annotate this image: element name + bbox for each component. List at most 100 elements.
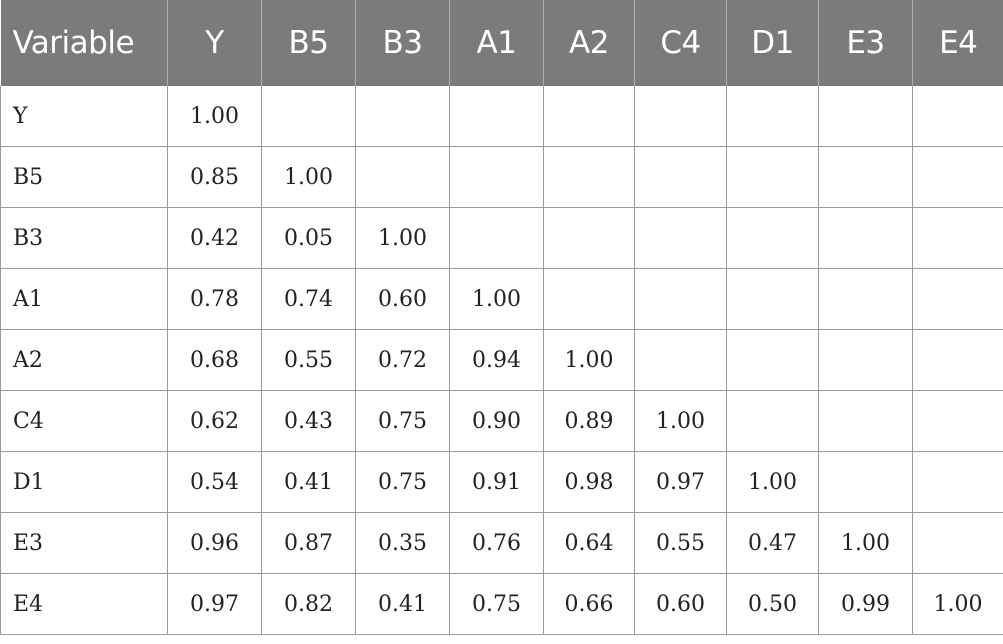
value-cell [818,268,913,330]
value-cell [726,390,819,452]
value-cell [818,207,913,269]
value-cell: 0.85 [167,146,262,208]
table-row: B3 0.42 0.05 1.00 [0,207,1003,269]
value-cell [912,451,1003,513]
value-cell: 0.96 [167,512,262,574]
row-label-cell: E3 [0,512,168,574]
value-cell [818,390,913,452]
value-cell [543,268,635,330]
value-cell: 0.97 [634,451,727,513]
value-cell [634,146,727,208]
value-cell: 0.62 [167,390,262,452]
table-header: Variable Y B5 B3 A1 A2 C4 D1 E3 E4 [0,0,1003,86]
value-cell [449,146,544,208]
value-cell: 0.55 [261,329,356,391]
header-cell: B3 [355,0,450,86]
value-cell: 1.00 [912,573,1003,635]
value-cell [634,207,727,269]
value-cell: 0.05 [261,207,356,269]
table-row: B5 0.85 1.00 [0,146,1003,208]
header-cell: B5 [261,0,356,86]
value-cell: 0.75 [449,573,544,635]
value-cell: 1.00 [167,86,262,147]
value-cell: 0.55 [634,512,727,574]
row-label-cell: D1 [0,451,168,513]
value-cell [449,207,544,269]
value-cell: 0.68 [167,329,262,391]
value-cell [634,86,727,147]
value-cell: 0.78 [167,268,262,330]
value-cell [912,512,1003,574]
value-cell: 1.00 [543,329,635,391]
row-label-cell: C4 [0,390,168,452]
value-cell: 0.87 [261,512,356,574]
value-cell: 0.47 [726,512,819,574]
table-row: A2 0.68 0.55 0.72 0.94 1.00 [0,329,1003,391]
value-cell: 0.66 [543,573,635,635]
value-cell [912,268,1003,330]
value-cell: 0.72 [355,329,450,391]
header-cell: C4 [634,0,727,86]
value-cell: 0.60 [355,268,450,330]
table-row: E4 0.97 0.82 0.41 0.75 0.66 0.60 0.50 0.99 1.00 [0,573,1003,635]
value-cell [912,207,1003,269]
value-cell: 0.89 [543,390,635,452]
row-label-cell: E4 [0,573,168,635]
value-cell: 1.00 [818,512,913,574]
value-cell [634,268,727,330]
value-cell: 0.54 [167,451,262,513]
value-cell [261,86,356,147]
value-cell [726,329,819,391]
value-cell: 0.60 [634,573,727,635]
value-cell: 0.98 [543,451,635,513]
value-cell: 1.00 [726,451,819,513]
value-cell: 0.35 [355,512,450,574]
value-cell: 0.97 [167,573,262,635]
value-cell [818,329,913,391]
value-cell: 1.00 [355,207,450,269]
value-cell [355,86,450,147]
header-cell: D1 [726,0,819,86]
value-cell [818,451,913,513]
value-cell: 0.41 [355,573,450,635]
row-label-cell: B5 [0,146,168,208]
value-cell: 0.75 [355,390,450,452]
header-cell: A1 [449,0,544,86]
value-cell [449,86,544,147]
value-cell: 0.43 [261,390,356,452]
value-cell: 0.42 [167,207,262,269]
value-cell [726,268,819,330]
value-cell: 0.90 [449,390,544,452]
value-cell: 0.50 [726,573,819,635]
row-label-cell: A1 [0,268,168,330]
value-cell [818,86,913,147]
value-cell [726,207,819,269]
value-cell: 0.91 [449,451,544,513]
table-row: Y 1.00 [0,86,1003,147]
value-cell: 0.94 [449,329,544,391]
value-cell: 0.74 [261,268,356,330]
table-row: E3 0.96 0.87 0.35 0.76 0.64 0.55 0.47 1.00 [0,512,1003,574]
value-cell [912,86,1003,147]
value-cell: 0.64 [543,512,635,574]
value-cell: 1.00 [449,268,544,330]
header-row: Variable Y B5 B3 A1 A2 C4 D1 E3 E4 [0,0,1003,86]
value-cell: 1.00 [634,390,727,452]
header-cell: E4 [912,0,1003,86]
row-label-cell: B3 [0,207,168,269]
value-cell [912,329,1003,391]
row-label-cell: A2 [0,329,168,391]
table-row: D1 0.54 0.41 0.75 0.91 0.98 0.97 1.00 [0,451,1003,513]
value-cell: 0.76 [449,512,544,574]
value-cell [912,390,1003,452]
value-cell [726,146,819,208]
value-cell [818,146,913,208]
value-cell [912,146,1003,208]
value-cell: 0.82 [261,573,356,635]
table-row: A1 0.78 0.74 0.60 1.00 [0,268,1003,330]
value-cell [634,329,727,391]
value-cell: 0.75 [355,451,450,513]
value-cell: 0.99 [818,573,913,635]
value-cell [543,146,635,208]
